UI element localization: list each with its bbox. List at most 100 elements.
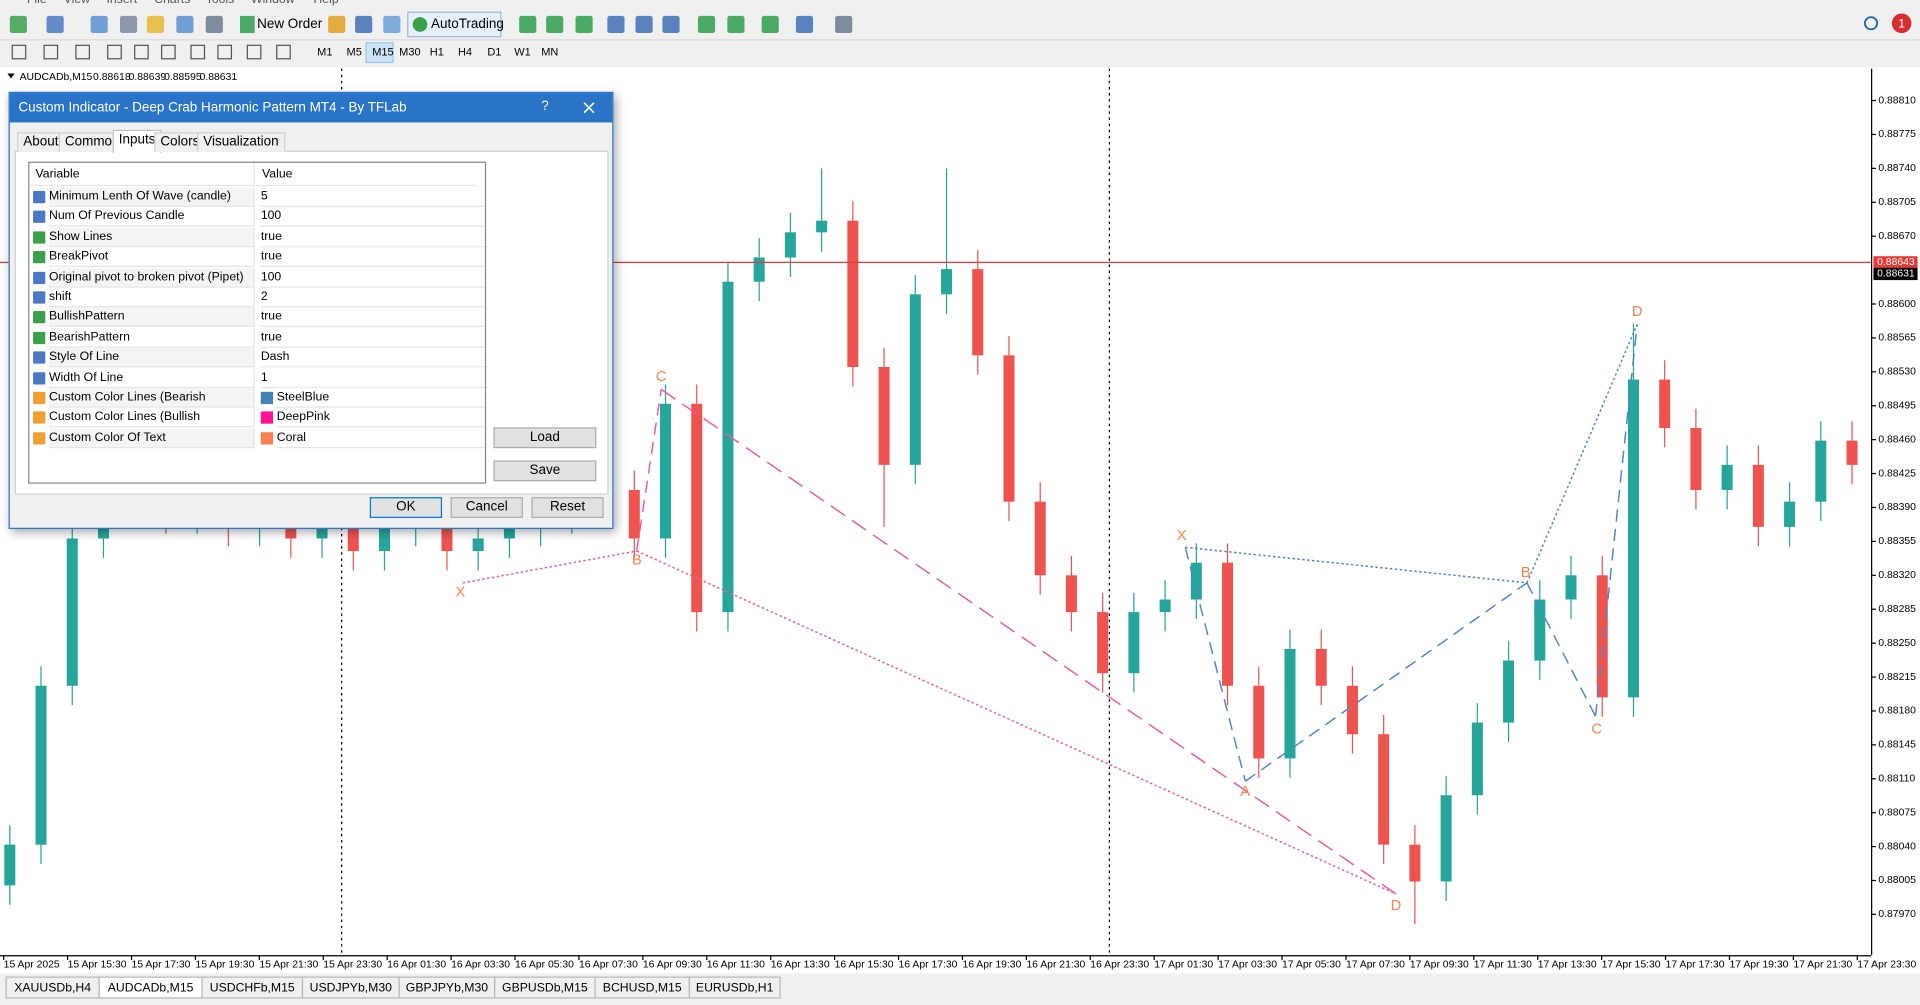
param-name[interactable]: Custom Color Lines (Bullish Harmonic) — [48, 408, 255, 444]
toolbar-button[interactable] — [697, 15, 716, 34]
toolbar-button[interactable] — [662, 15, 680, 34]
toolbar-button[interactable] — [519, 15, 537, 34]
drawing-tool[interactable] — [75, 44, 91, 60]
param-name[interactable]: Custom Color Lines (Bearish Harmonic) — [48, 388, 255, 424]
param-name[interactable]: Minimum Lenth Of Wave (candle) — [48, 187, 255, 207]
autotrading-button[interactable]: AutoTrading — [431, 16, 504, 31]
symbol-tab[interactable] — [688, 976, 781, 999]
drawing-tool[interactable] — [276, 44, 291, 60]
timeframe-button[interactable]: M15 — [372, 47, 393, 59]
toolbar-button[interactable] — [607, 15, 625, 34]
toolbar-button[interactable] — [355, 15, 373, 34]
timeframe-button[interactable]: M30 — [399, 47, 420, 59]
drawing-tool[interactable] — [161, 44, 176, 60]
toolbar-button[interactable] — [635, 15, 653, 34]
menu-bar — [0, 0, 1920, 9]
param-name[interactable]: Original pivot to broken pivot (Pipet) — [48, 267, 255, 288]
dialog-button[interactable]: OK — [369, 497, 443, 518]
drawing-tool[interactable] — [246, 44, 262, 60]
symbol-tab-label[interactable]: AUDCADb,M15 — [108, 980, 194, 994]
menu-item[interactable]: Charts — [154, 0, 190, 6]
side-button[interactable]: Save — [493, 460, 597, 482]
new-order-icon[interactable] — [240, 15, 255, 34]
param-name[interactable]: BearishPattern — [48, 327, 255, 348]
timeframe-button[interactable]: H1 — [430, 47, 444, 59]
dialog-button[interactable]: Cancel — [450, 497, 523, 518]
toolbar-button[interactable] — [176, 15, 194, 34]
param-name[interactable]: BreakPivot — [48, 247, 255, 268]
menu-item[interactable]: View — [64, 0, 90, 6]
toolbar-button[interactable] — [761, 15, 779, 34]
symbol-tab-label[interactable]: XAUUSDb,H4 — [14, 980, 91, 994]
menu-item[interactable]: Help — [313, 0, 338, 6]
timeframe-button[interactable]: H4 — [458, 47, 472, 59]
search-icon[interactable] — [1863, 16, 1879, 31]
param-name[interactable]: Num Of Previous Candle — [48, 207, 255, 228]
param-name[interactable]: BullishPattern — [48, 307, 255, 328]
param-name[interactable]: Width Of Line — [48, 368, 255, 388]
param-value[interactable]: 2 — [260, 288, 485, 308]
drawing-tool[interactable] — [190, 44, 206, 60]
param-value[interactable]: true — [260, 228, 485, 248]
menu-item[interactable]: File — [27, 0, 47, 6]
timeframe-button[interactable]: W1 — [514, 47, 531, 59]
menu-item[interactable]: Tools — [206, 0, 235, 6]
new-order-button[interactable]: New Order — [257, 16, 323, 31]
toolbar-button[interactable] — [727, 15, 745, 34]
symbol-tab-label[interactable]: USDJPYb,M30 — [310, 980, 392, 994]
dialog-tab[interactable]: Visualization — [197, 132, 285, 152]
menu-item[interactable]: Window — [251, 0, 295, 6]
symbol-tab-label[interactable]: GBPJPYb,M30 — [406, 980, 488, 994]
toolbar-button[interactable] — [90, 15, 108, 34]
param-value[interactable]: true — [260, 328, 485, 348]
symbol-tab-label[interactable]: USDCHFb,M15 — [210, 980, 295, 994]
toolbar-button[interactable] — [835, 15, 853, 34]
param-name[interactable]: Show Lines — [48, 227, 255, 248]
toolbar-button[interactable] — [546, 15, 564, 34]
param-value[interactable]: Dash — [260, 348, 485, 368]
toolbar-button[interactable] — [46, 15, 64, 34]
toolbar-button[interactable] — [9, 15, 27, 34]
drawing-tool[interactable] — [11, 44, 27, 60]
param-name[interactable]: Custom Color Of Text — [48, 428, 255, 448]
close-button[interactable] — [583, 102, 595, 114]
drawing-tool[interactable] — [134, 44, 149, 60]
param-value[interactable]: SteelBlue — [276, 388, 485, 408]
param-value[interactable]: 1 — [260, 368, 485, 388]
timeframe-button[interactable]: M5 — [347, 47, 362, 59]
param-value[interactable]: Coral — [276, 428, 485, 448]
timeframe-button[interactable]: MN — [541, 47, 558, 59]
timeframe-button[interactable]: D1 — [487, 47, 501, 59]
param-value[interactable]: 100 — [260, 268, 485, 288]
timeframe-button[interactable]: M1 — [317, 47, 332, 59]
dialog-tab[interactable]: About — [17, 132, 65, 152]
row-icon — [33, 271, 46, 284]
param-value[interactable]: true — [260, 248, 485, 268]
toolbar-button[interactable] — [328, 15, 346, 34]
drawing-tool[interactable] — [43, 44, 59, 60]
symbol-tab-label[interactable]: GBPUSDb,M15 — [502, 980, 588, 994]
toolbar-button[interactable] — [120, 15, 138, 34]
toolbar-button[interactable] — [146, 15, 165, 34]
toolbar-button[interactable] — [575, 15, 593, 34]
param-value[interactable]: DeepPink — [276, 408, 485, 428]
menu-item[interactable]: Insert — [107, 0, 138, 6]
toolbar-button[interactable] — [205, 15, 223, 34]
notification-badge[interactable] — [1891, 13, 1912, 34]
param-value[interactable]: true — [260, 308, 485, 328]
symbol-tab-label[interactable]: BCHUSD,M15 — [603, 980, 682, 994]
help-button[interactable]: ? — [541, 99, 549, 114]
dialog-button[interactable]: Reset — [531, 497, 604, 518]
symbol-tab-label[interactable]: EURUSDb,H1 — [696, 980, 774, 994]
toolbar-button[interactable] — [795, 15, 814, 34]
drawing-tool[interactable] — [107, 44, 122, 60]
toolbar-button[interactable] — [383, 15, 401, 34]
param-name[interactable]: Style Of Line — [48, 347, 255, 368]
dialog-tab[interactable]: Common — [58, 132, 126, 152]
param-value[interactable]: 5 — [260, 187, 485, 207]
side-button[interactable]: Load — [493, 427, 597, 449]
param-value[interactable]: 100 — [260, 207, 485, 228]
param-name[interactable]: shift — [48, 287, 255, 308]
drawing-tool[interactable] — [217, 44, 233, 60]
dialog-tab[interactable]: Colors — [154, 132, 206, 152]
